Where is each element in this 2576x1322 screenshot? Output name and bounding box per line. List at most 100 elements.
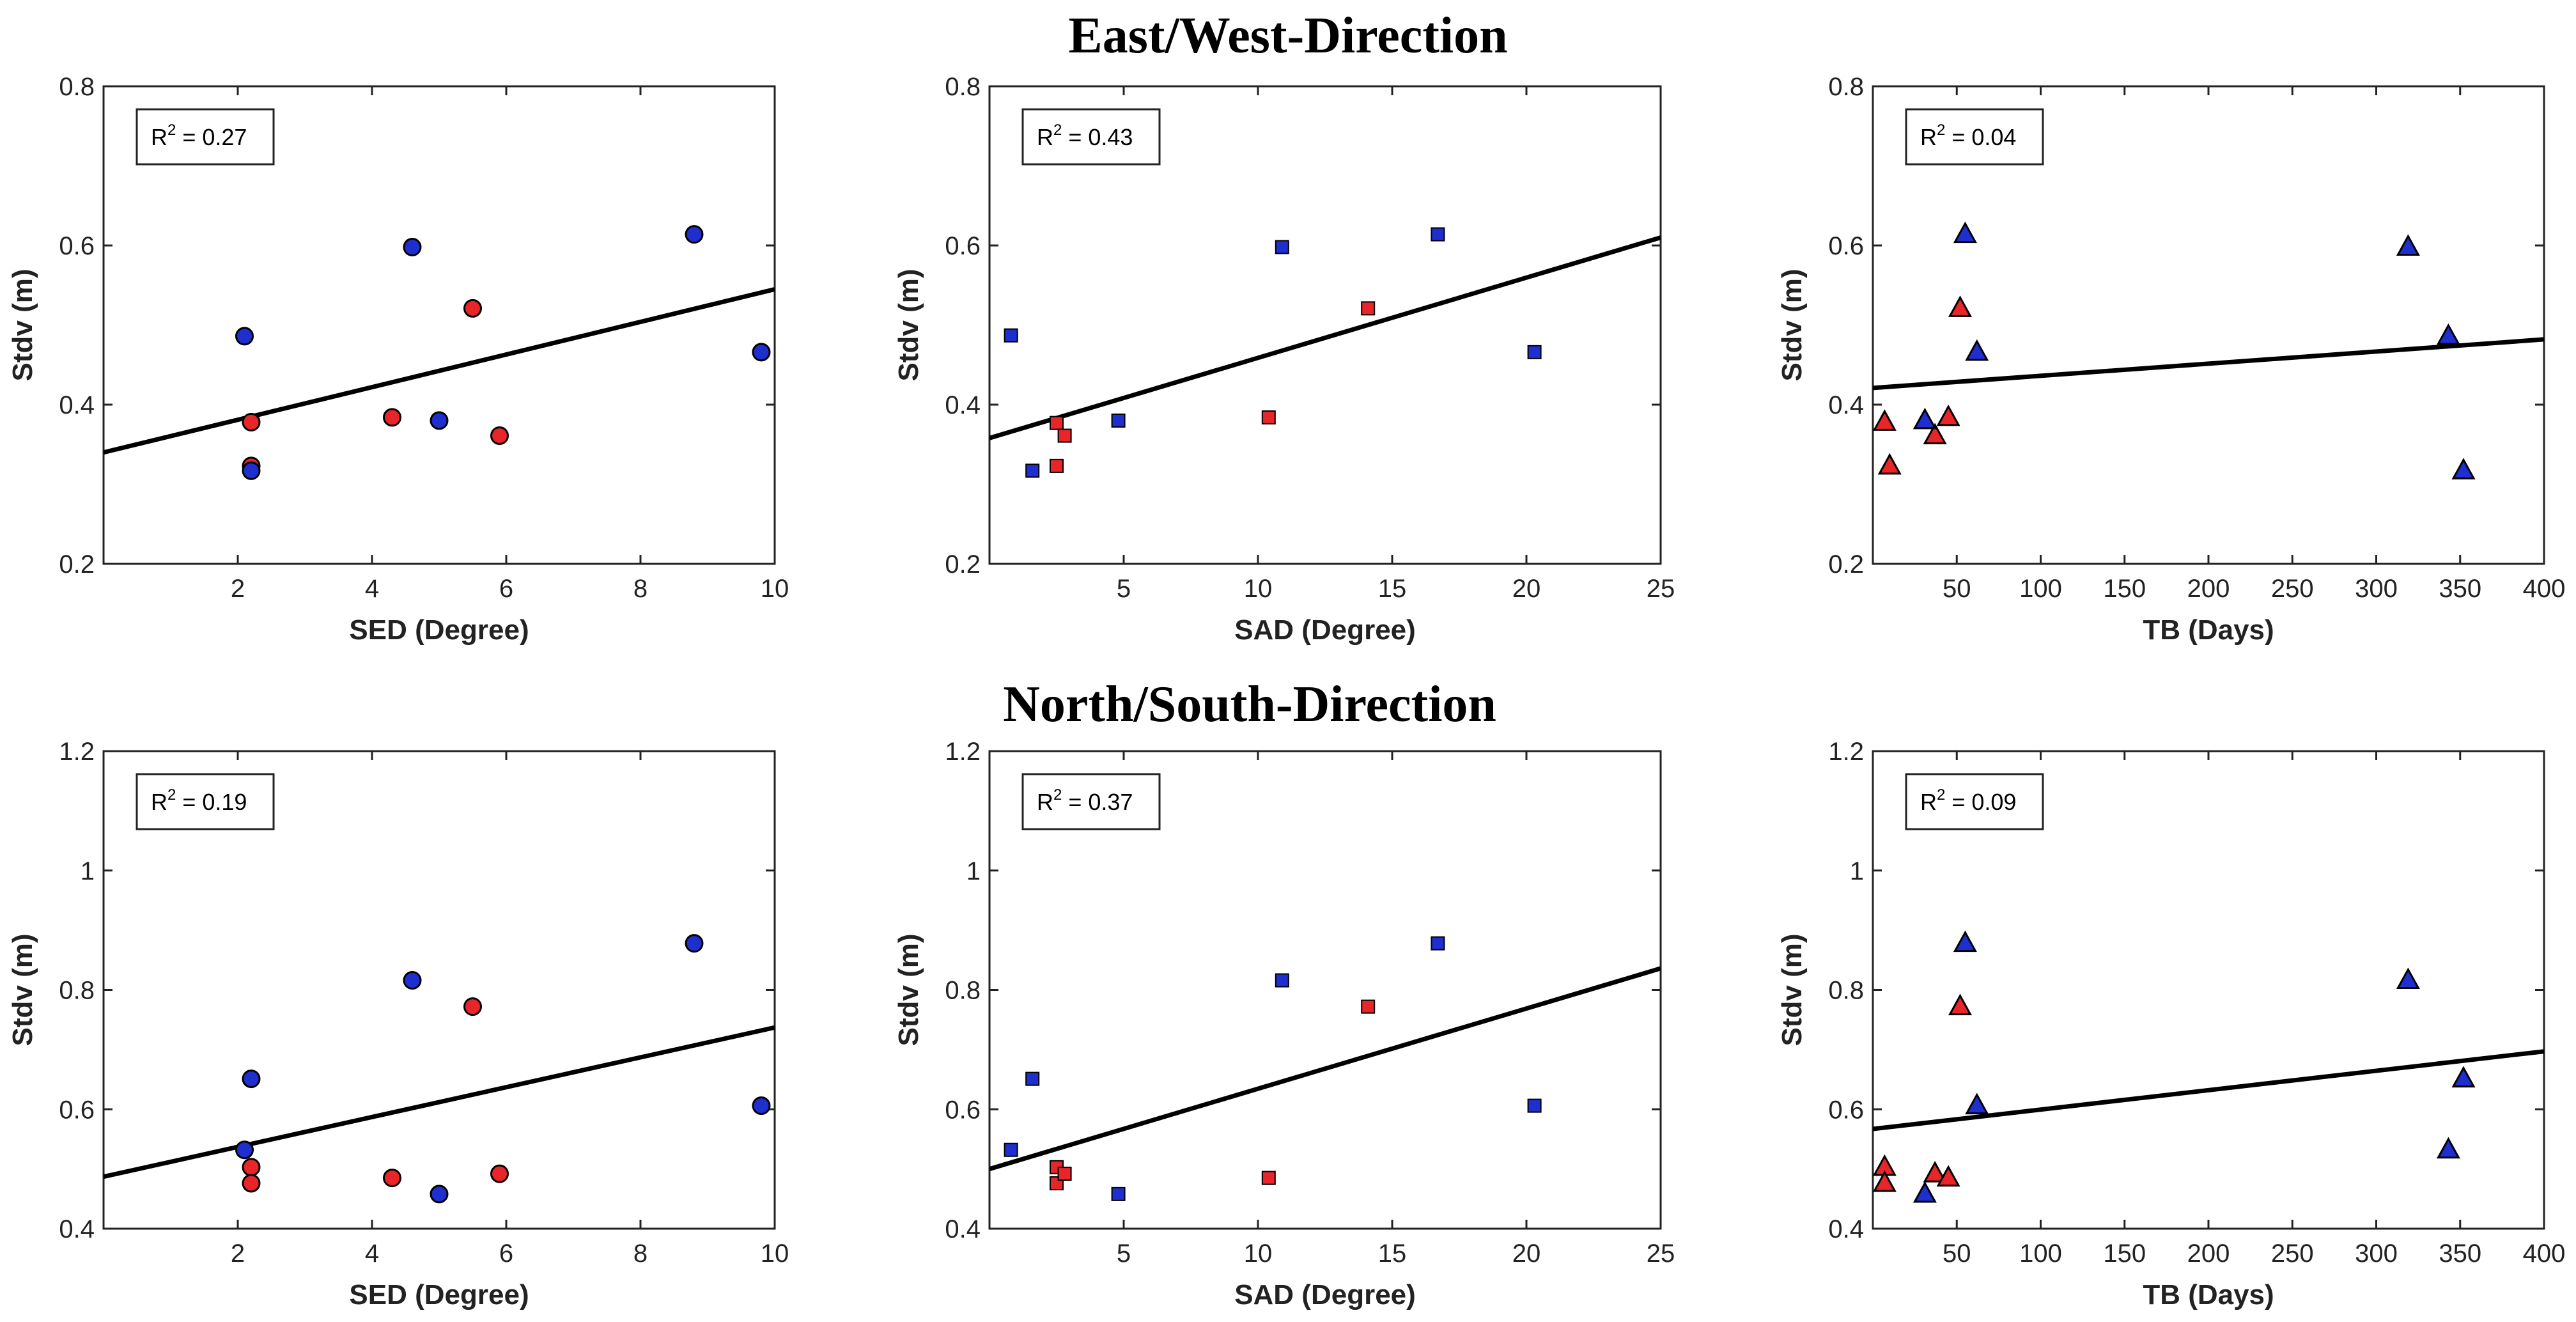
data-point-blue [2436,1137,2460,1159]
x-tick-label: 350 [2439,1240,2481,1268]
data-point-blue [2451,458,2476,479]
y-axis-label: Stdv (m) [1776,269,1808,382]
data-point-blue [430,1185,449,1204]
x-tick-label: 10 [761,575,789,603]
x-axis-label: SED (Degree) [349,614,529,646]
y-axis-label: Stdv (m) [893,269,924,382]
y-tick-label: 0.4 [1828,1215,1864,1243]
x-tick-label: 250 [2271,575,2314,603]
y-tick-label: 0.4 [59,391,95,419]
x-tick-label: 400 [2523,575,2566,603]
data-point-blue [235,327,254,346]
x-tick-label: 15 [1378,575,1407,603]
data-point-blue [1965,1093,1989,1115]
data-point-blue [1431,227,1445,242]
x-tick-label: 20 [1512,575,1541,603]
data-point-blue [2451,1066,2476,1088]
data-point-blue [242,461,261,480]
data-point-red [1948,993,1973,1016]
y-tick-label: 0.8 [59,977,95,1005]
y-axis-label: Stdv (m) [1776,934,1808,1046]
x-axis-label: TB (Days) [2143,614,2274,646]
section-title-north-south: North/South-Direction [1003,676,1496,733]
x-tick-label: 10 [1244,1240,1273,1268]
x-tick-label: 15 [1378,1240,1407,1268]
r2-box [1021,773,1161,830]
r2-annotation: R2 = 0.43 [1037,121,1133,150]
data-point-blue [752,343,771,362]
x-tick-label: 5 [1117,1240,1131,1268]
x-axis-label: TB (Days) [2143,1279,2274,1310]
data-point-red [242,412,261,432]
data-point-blue [1025,1071,1040,1086]
y-tick-label: 1 [966,857,981,885]
chart-panel-ns-sad: 5 10 15 20 25 0.4 0.6 0.8 1 1.2 SAD (Degree) Stdv (… [893,738,1675,1310]
y-tick-label: 0.4 [1828,391,1864,419]
data-point-blue [685,225,704,244]
data-point-blue [1953,221,1977,244]
r2-annotation: R2 = 0.37 [1037,786,1133,815]
data-point-red [1361,999,1376,1014]
x-tick-label: 50 [1943,575,1971,603]
x-tick-label: 50 [1943,1240,1971,1268]
x-tick-label: 300 [2355,1240,2398,1268]
x-tick-label: 100 [2019,1240,2062,1268]
chart-panel-ns-tb: 50 100 150 200 250 300 350 400 0.4 0.6 0.8 1 1.2 TB (… [1776,738,2565,1310]
regression-line [1873,337,2544,391]
y-axis-label: Stdv (m) [893,934,924,1046]
data-point-blue [1111,413,1126,428]
data-point-red [1050,416,1064,430]
y-tick-label: 0.6 [59,1096,95,1124]
data-point-blue [685,934,704,953]
data-point-blue [1527,345,1542,359]
data-point-blue [403,971,422,990]
data-point-red [242,1174,261,1193]
data-point-red [1261,410,1276,424]
y-tick-label: 1 [1850,857,1864,885]
y-tick-label: 0.8 [59,73,95,101]
data-point-red [463,997,482,1016]
y-tick-label: 0.2 [945,550,981,579]
data-point-red [1936,1165,1960,1187]
y-axis-label: Stdv (m) [7,269,38,382]
data-point-blue [1913,1181,1937,1203]
x-axis-label: SED (Degree) [349,1279,529,1310]
data-point-red [383,1169,401,1188]
regression-line [989,966,1661,1171]
data-point-red [1872,1170,1897,1192]
data-point-blue [1431,936,1445,951]
x-tick-label: 8 [633,575,648,603]
chart-panel-ew-sed: 2 4 6 8 10 0.2 0.4 0.6 0.8 SED (Degree) Stdv (m) R2… [7,73,789,646]
y-tick-label: 0.2 [1828,550,1864,579]
x-tick-label: 150 [2103,575,2146,603]
x-tick-label: 20 [1512,1240,1541,1268]
data-point-blue [752,1096,771,1116]
plot-area [1872,85,2545,565]
y-tick-label: 0.8 [945,73,981,101]
x-tick-label: 200 [2187,1240,2230,1268]
chart-panel-ew-sad: 5 10 15 20 25 0.2 0.4 0.6 0.8 SAD (Degree) Stdv (m… [893,73,1675,646]
data-point-blue [242,1069,261,1089]
y-axis-label: Stdv (m) [7,934,38,1046]
x-tick-label: 6 [499,575,513,603]
y-tick-label: 0.2 [59,550,95,579]
x-axis-label: SAD (Degree) [1234,614,1416,646]
x-tick-label: 150 [2103,1240,2146,1268]
data-point-red [242,1158,261,1177]
chart-panel-ew-tb: 50 100 150 200 250 300 350 400 0.2 0.4 0.6 0.8 TB (D… [1776,73,2565,646]
r2-box [1905,773,2044,830]
r2-box [136,773,275,830]
x-tick-label: 25 [1647,1240,1675,1268]
regression-line [104,1025,775,1179]
x-tick-label: 10 [1244,575,1273,603]
data-point-blue [2436,323,2460,345]
x-tick-label: 300 [2355,575,2398,603]
y-tick-label: 1.2 [1828,738,1864,766]
regression-line [989,235,1661,440]
data-point-blue [1111,1186,1126,1201]
data-point-red [1057,428,1072,443]
r2-annotation: R2 = 0.04 [1920,121,2016,150]
plot-area [1872,750,2545,1230]
data-point-blue [1025,463,1040,478]
